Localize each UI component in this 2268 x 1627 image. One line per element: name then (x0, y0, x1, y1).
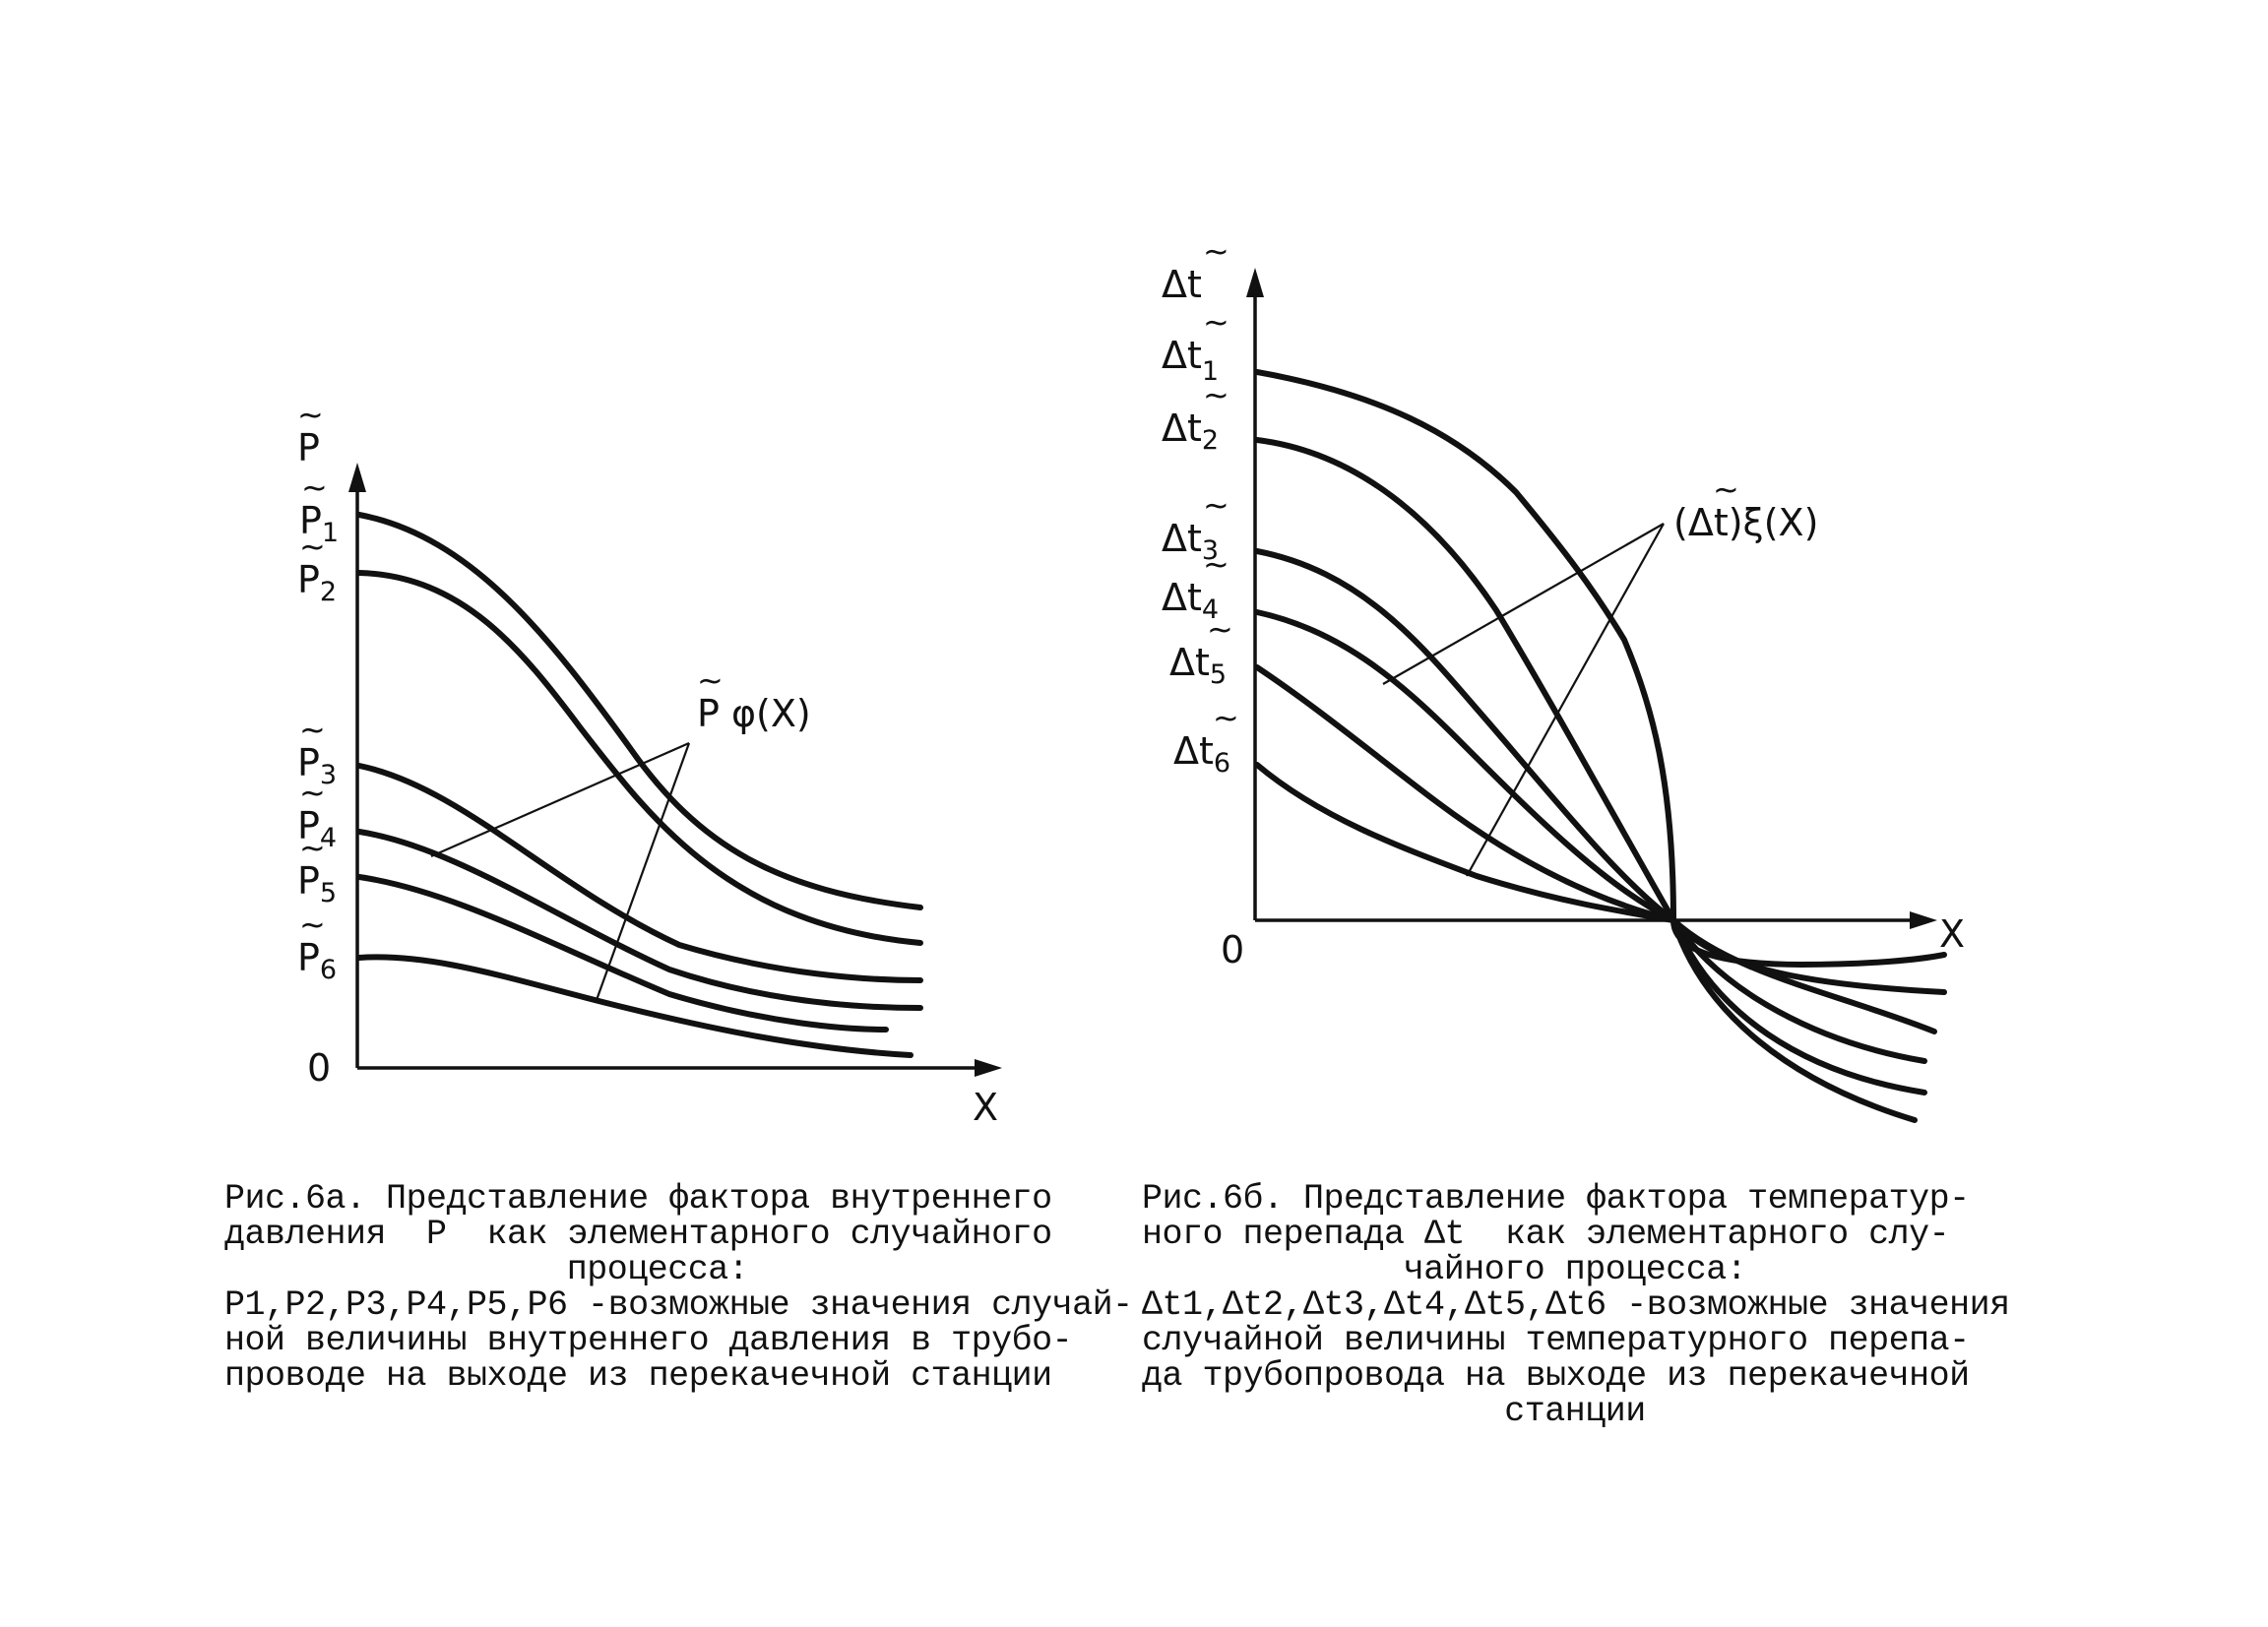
figure-a-caption-line-2: давления P как элементарного случайного (224, 1215, 1052, 1254)
level-a4-tilde: ~ (299, 774, 326, 811)
level-b3-label: Δt3 (1162, 517, 1219, 566)
level-b5-label: Δt5 (1169, 641, 1227, 690)
figure-a-x-arrow (975, 1059, 1002, 1077)
figure-a-caption-line-6: проводе на выходе из перекачечной станци… (224, 1356, 1052, 1396)
figure-a-curve-5 (356, 874, 889, 1033)
figure-a-caption-line-1: Рис.6а. Представление фактора внутреннег… (224, 1179, 1052, 1219)
figure-a: ~ P X 0 ~ P1 ~ P2 ~ P3 ~ P4 ~ P5 ~ P6 ~ … (297, 396, 1002, 1129)
figure-b-leader-1 (1382, 523, 1665, 685)
figure-b-curve-5 (1254, 664, 1927, 1095)
figure-b-caption-line-7: станции (1504, 1392, 1646, 1431)
figure-b-curve-4 (1254, 609, 1927, 1064)
figure-a-annotation-tilde: ~ (697, 661, 724, 699)
level-a6-tilde: ~ (299, 906, 326, 943)
figure-b-curve-3 (1254, 548, 1937, 1034)
figure-b-caption-line-1: Рис.6б. Представление фактора температур… (1142, 1179, 1970, 1219)
level-a3-label: P3 (297, 741, 337, 790)
level-a5-label: P5 (297, 859, 337, 908)
figure-b-x-arrow (1910, 911, 1937, 929)
figure-b-caption-line-2: ного перепада Δt как элементарного слу- (1142, 1215, 1950, 1254)
figure-b-caption-line-3: чайного процесса: (1403, 1250, 1747, 1289)
figure-b-caption: Рис.6б. Представление фактора температур… (1142, 1179, 2010, 1431)
figure-b-y-tilde: ~ (1203, 232, 1229, 270)
figure-a-caption: Рис.6а. Представление фактора внутреннег… (224, 1179, 1133, 1396)
figure-b-caption-line-6: да трубопровода на выходе из перекачечно… (1142, 1356, 1970, 1396)
figure-a-leader-1 (430, 741, 690, 858)
figure-b-y-arrow (1246, 268, 1264, 297)
level-b6-label: Δt6 (1173, 729, 1230, 779)
figure-a-y-arrow (348, 463, 366, 492)
level-b6-tilde: ~ (1213, 699, 1239, 736)
figure-a-curve-2 (356, 570, 923, 946)
figure-a-x-label: X (973, 1086, 998, 1129)
figure-b-caption-line-4: Δt1,Δt2,Δt3,Δt4,Δt5,Δt6 -возможные значе… (1142, 1285, 2010, 1325)
figure-b-level-labels: ~ Δt1 ~ Δt2 ~ Δt3 ~ Δt4 ~ Δt5 ~ Δt6 (1162, 303, 1239, 779)
figure-a-caption-line-3: процесса: (566, 1250, 749, 1289)
figure-a-curve-4 (356, 829, 923, 1011)
figure-b-caption-line-5: случайной величины температурного перепа… (1142, 1321, 1970, 1360)
figure-b-origin-label: 0 (1221, 928, 1244, 971)
figure-a-origin-label: 0 (307, 1046, 331, 1090)
figure-a-y-label: P (297, 426, 320, 469)
level-a2-label: P2 (297, 558, 337, 607)
figure-b-curve-1 (1254, 369, 1947, 968)
figure-a-caption-line-5: ной величины внутреннего давления в труб… (224, 1321, 1073, 1360)
figure-a-level-labels: ~ P1 ~ P2 ~ P3 ~ P4 ~ P5 ~ P6 (297, 469, 339, 985)
figure-b-leader-2 (1466, 523, 1665, 877)
level-a2-tilde: ~ (299, 528, 326, 565)
level-a5-tilde: ~ (299, 829, 326, 866)
level-b4-tilde: ~ (1203, 545, 1229, 583)
level-a3-tilde: ~ (299, 711, 326, 748)
level-b1-tilde: ~ (1203, 303, 1229, 341)
figure-a-caption-line-4: P1,P2,P3,P4,P5,P6 -возможные значения сл… (224, 1285, 1133, 1325)
figure-b-annotation-tilde: ~ (1713, 470, 1739, 508)
figure-a-leader-2 (595, 742, 691, 1001)
figure-b: ~ Δt X 0 ~ Δt1 ~ Δt2 ~ Δt3 ~ Δt4 ~ Δt5 ~… (1162, 232, 1965, 1123)
figure-a-annotation: P φ(X) (697, 692, 811, 735)
level-a1-label: P1 (299, 499, 339, 548)
figure-a-curve-3 (356, 763, 923, 983)
figure-a-y-tilde: ~ (297, 396, 324, 433)
figure-a-curve-6 (356, 954, 914, 1058)
figure-b-annotation: (Δt)ξ(X) (1673, 501, 1818, 544)
level-b2-tilde: ~ (1203, 376, 1229, 413)
level-b5-tilde: ~ (1207, 610, 1233, 648)
figure-b-y-label: Δt (1162, 263, 1202, 306)
level-a6-label: P6 (297, 936, 337, 985)
level-a1-tilde: ~ (301, 469, 328, 506)
figure-a-curve-1 (356, 512, 923, 910)
figure-b-curve-6 (1254, 762, 1918, 1123)
level-b2-label: Δt2 (1162, 407, 1219, 456)
figure-b-x-label: X (1939, 912, 1965, 956)
level-b3-tilde: ~ (1203, 486, 1229, 524)
